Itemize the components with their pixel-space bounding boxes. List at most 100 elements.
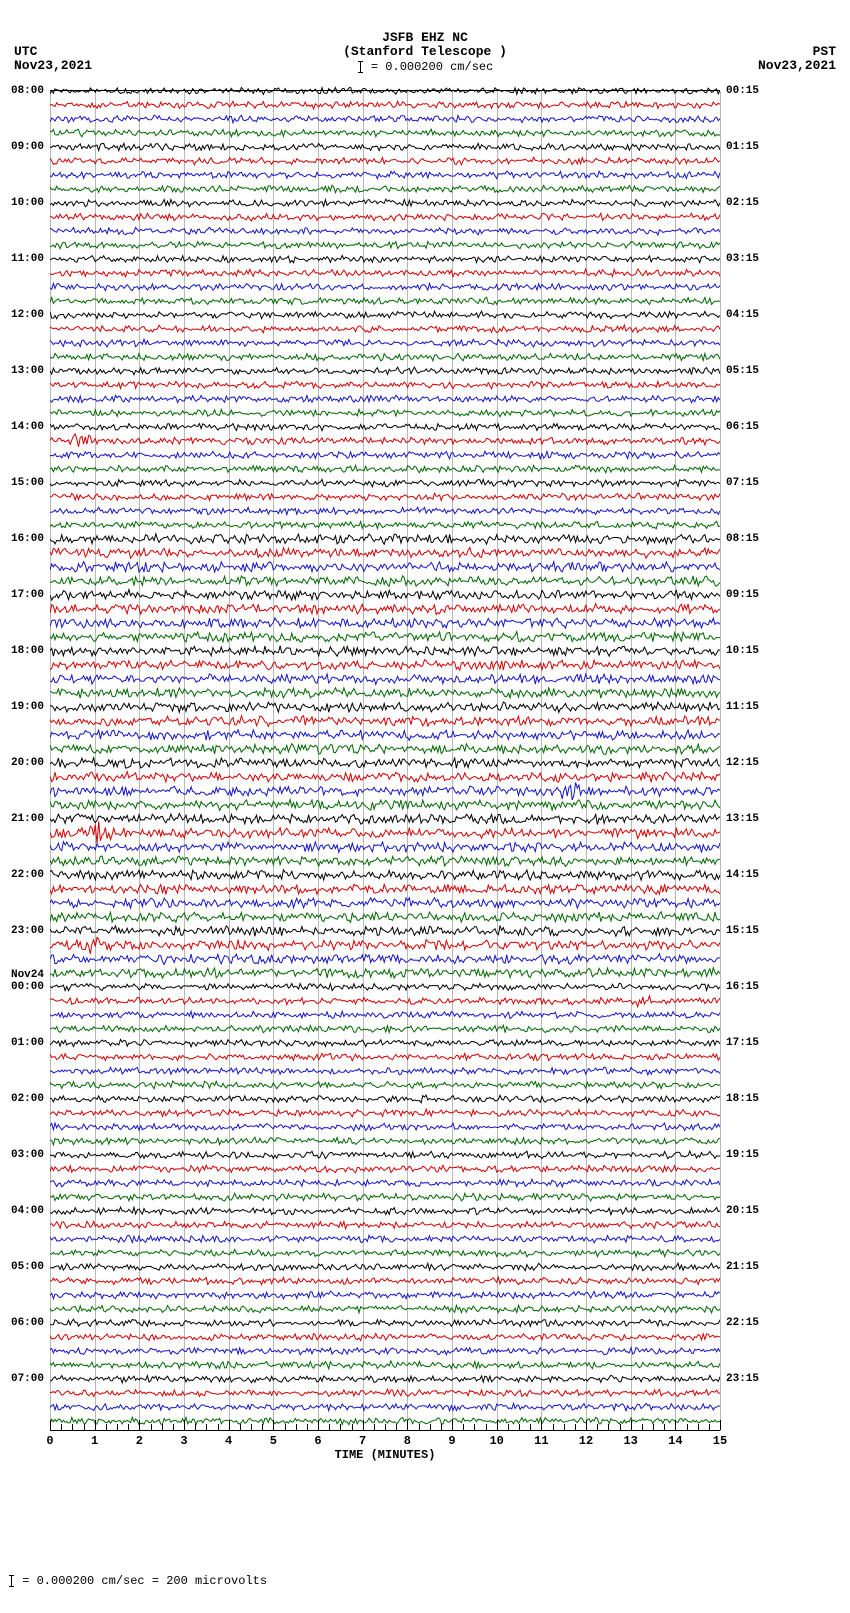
- utc-time-label: 09:00: [0, 141, 44, 153]
- axis-tick-label: 11: [534, 1434, 548, 1448]
- axis-tick-label: 9: [448, 1434, 455, 1448]
- pst-time-label: 01:15: [726, 141, 846, 153]
- seismogram-page: JSFB EHZ NC (Stanford Telescope ) = 0.00…: [0, 0, 850, 1613]
- axis-tick-minor: [687, 1424, 688, 1430]
- utc-time-label: 15:00: [0, 477, 44, 489]
- scale-bar-icon: [11, 1575, 12, 1587]
- utc-time-label: 07:00: [0, 1373, 44, 1385]
- utc-time-label: 01:00: [0, 1037, 44, 1049]
- utc-time-label: 17:00: [0, 589, 44, 601]
- pst-time-label: 22:15: [726, 1317, 846, 1329]
- axis-tick-label: 14: [668, 1434, 682, 1448]
- axis-tick-minor: [162, 1424, 163, 1430]
- axis-tick-major: [497, 1420, 498, 1430]
- axis-tick-minor: [206, 1424, 207, 1430]
- axis-tick-minor: [307, 1424, 308, 1430]
- pst-time-label: 16:15: [726, 981, 846, 993]
- pst-time-label: 10:15: [726, 645, 846, 657]
- pst-time-label: 11:15: [726, 701, 846, 713]
- axis-tick-minor: [530, 1424, 531, 1430]
- axis-tick-minor: [285, 1424, 286, 1430]
- utc-time-label: 20:00: [0, 757, 44, 769]
- station-title: JSFB EHZ NC: [0, 30, 850, 45]
- scale-text: = 0.000200 cm/sec: [371, 60, 493, 74]
- pst-time-label: 09:15: [726, 589, 846, 601]
- pst-time-label: 03:15: [726, 253, 846, 265]
- axis-tick-minor: [240, 1424, 241, 1430]
- axis-tick-minor: [486, 1424, 487, 1430]
- axis-tick-minor: [620, 1424, 621, 1430]
- axis-tick-label: 12: [579, 1434, 593, 1448]
- axis-tick-major: [95, 1420, 96, 1430]
- axis-tick-label: 2: [136, 1434, 143, 1448]
- axis-tick-label: 15: [713, 1434, 727, 1448]
- axis-tick-minor: [352, 1424, 353, 1430]
- axis-tick-minor: [519, 1424, 520, 1430]
- utc-time-label: 23:00: [0, 925, 44, 937]
- pst-time-label: 15:15: [726, 925, 846, 937]
- utc-time-label: 14:00: [0, 421, 44, 433]
- utc-time-label: 00:00: [0, 981, 44, 993]
- axis-tick-major: [452, 1420, 453, 1430]
- axis-line: [50, 1430, 720, 1431]
- axis-tick-major: [184, 1420, 185, 1430]
- axis-tick-minor: [698, 1424, 699, 1430]
- axis-tick-label: 4: [225, 1434, 232, 1448]
- utc-time-label: 22:00: [0, 869, 44, 881]
- axis-tick-minor: [84, 1424, 85, 1430]
- left-timezone: UTC: [14, 44, 37, 59]
- utc-time-label: 11:00: [0, 253, 44, 265]
- axis-tick-minor: [441, 1424, 442, 1430]
- axis-tick-minor: [262, 1424, 263, 1430]
- axis-tick-major: [631, 1420, 632, 1430]
- axis-tick-minor: [463, 1424, 464, 1430]
- axis-tick-minor: [709, 1424, 710, 1430]
- axis-tick-label: 5: [270, 1434, 277, 1448]
- axis-tick-minor: [385, 1424, 386, 1430]
- axis-tick-minor: [296, 1424, 297, 1430]
- axis-tick-major: [407, 1420, 408, 1430]
- utc-time-label: 03:00: [0, 1149, 44, 1161]
- pst-time-label: 12:15: [726, 757, 846, 769]
- axis-tick-major: [586, 1420, 587, 1430]
- axis-tick-label: 13: [623, 1434, 637, 1448]
- axis-title: TIME (MINUTES): [50, 1448, 720, 1462]
- right-date: Nov23,2021: [758, 58, 836, 73]
- axis-tick-minor: [430, 1424, 431, 1430]
- utc-time-label: 05:00: [0, 1261, 44, 1273]
- pst-time-label: 21:15: [726, 1261, 846, 1273]
- axis-tick-minor: [564, 1424, 565, 1430]
- pst-time-label: 04:15: [726, 309, 846, 321]
- axis-tick-minor: [653, 1424, 654, 1430]
- axis-tick-minor: [329, 1424, 330, 1430]
- axis-tick-major: [318, 1420, 319, 1430]
- axis-tick-major: [675, 1420, 676, 1430]
- axis-tick-label: 1: [91, 1434, 98, 1448]
- pst-time-label: 00:15: [726, 85, 846, 97]
- axis-tick-minor: [419, 1424, 420, 1430]
- axis-tick-minor: [664, 1424, 665, 1430]
- pst-time-label: 14:15: [726, 869, 846, 881]
- axis-tick-major: [363, 1420, 364, 1430]
- pst-time-label: 06:15: [726, 421, 846, 433]
- axis-tick-minor: [575, 1424, 576, 1430]
- axis-tick-label: 10: [489, 1434, 503, 1448]
- axis-tick-minor: [340, 1424, 341, 1430]
- axis-tick-minor: [396, 1424, 397, 1430]
- axis-tick-minor: [608, 1424, 609, 1430]
- axis-tick-minor: [508, 1424, 509, 1430]
- axis-tick-minor: [553, 1424, 554, 1430]
- pst-time-label: 05:15: [726, 365, 846, 377]
- pst-time-label: 18:15: [726, 1093, 846, 1105]
- axis-tick-major: [720, 1420, 721, 1430]
- utc-time-label: 10:00: [0, 197, 44, 209]
- axis-tick-minor: [151, 1424, 152, 1430]
- pst-time-label: 17:15: [726, 1037, 846, 1049]
- pst-time-label: 20:15: [726, 1205, 846, 1217]
- axis-tick-label: 0: [46, 1434, 53, 1448]
- axis-tick-minor: [597, 1424, 598, 1430]
- axis-tick-label: 6: [314, 1434, 321, 1448]
- helicorder-chart: 08:0009:0010:0011:0012:0013:0014:0015:00…: [50, 90, 720, 1431]
- right-timezone: PST: [813, 44, 836, 59]
- scale-line: = 0.000200 cm/sec: [0, 60, 850, 74]
